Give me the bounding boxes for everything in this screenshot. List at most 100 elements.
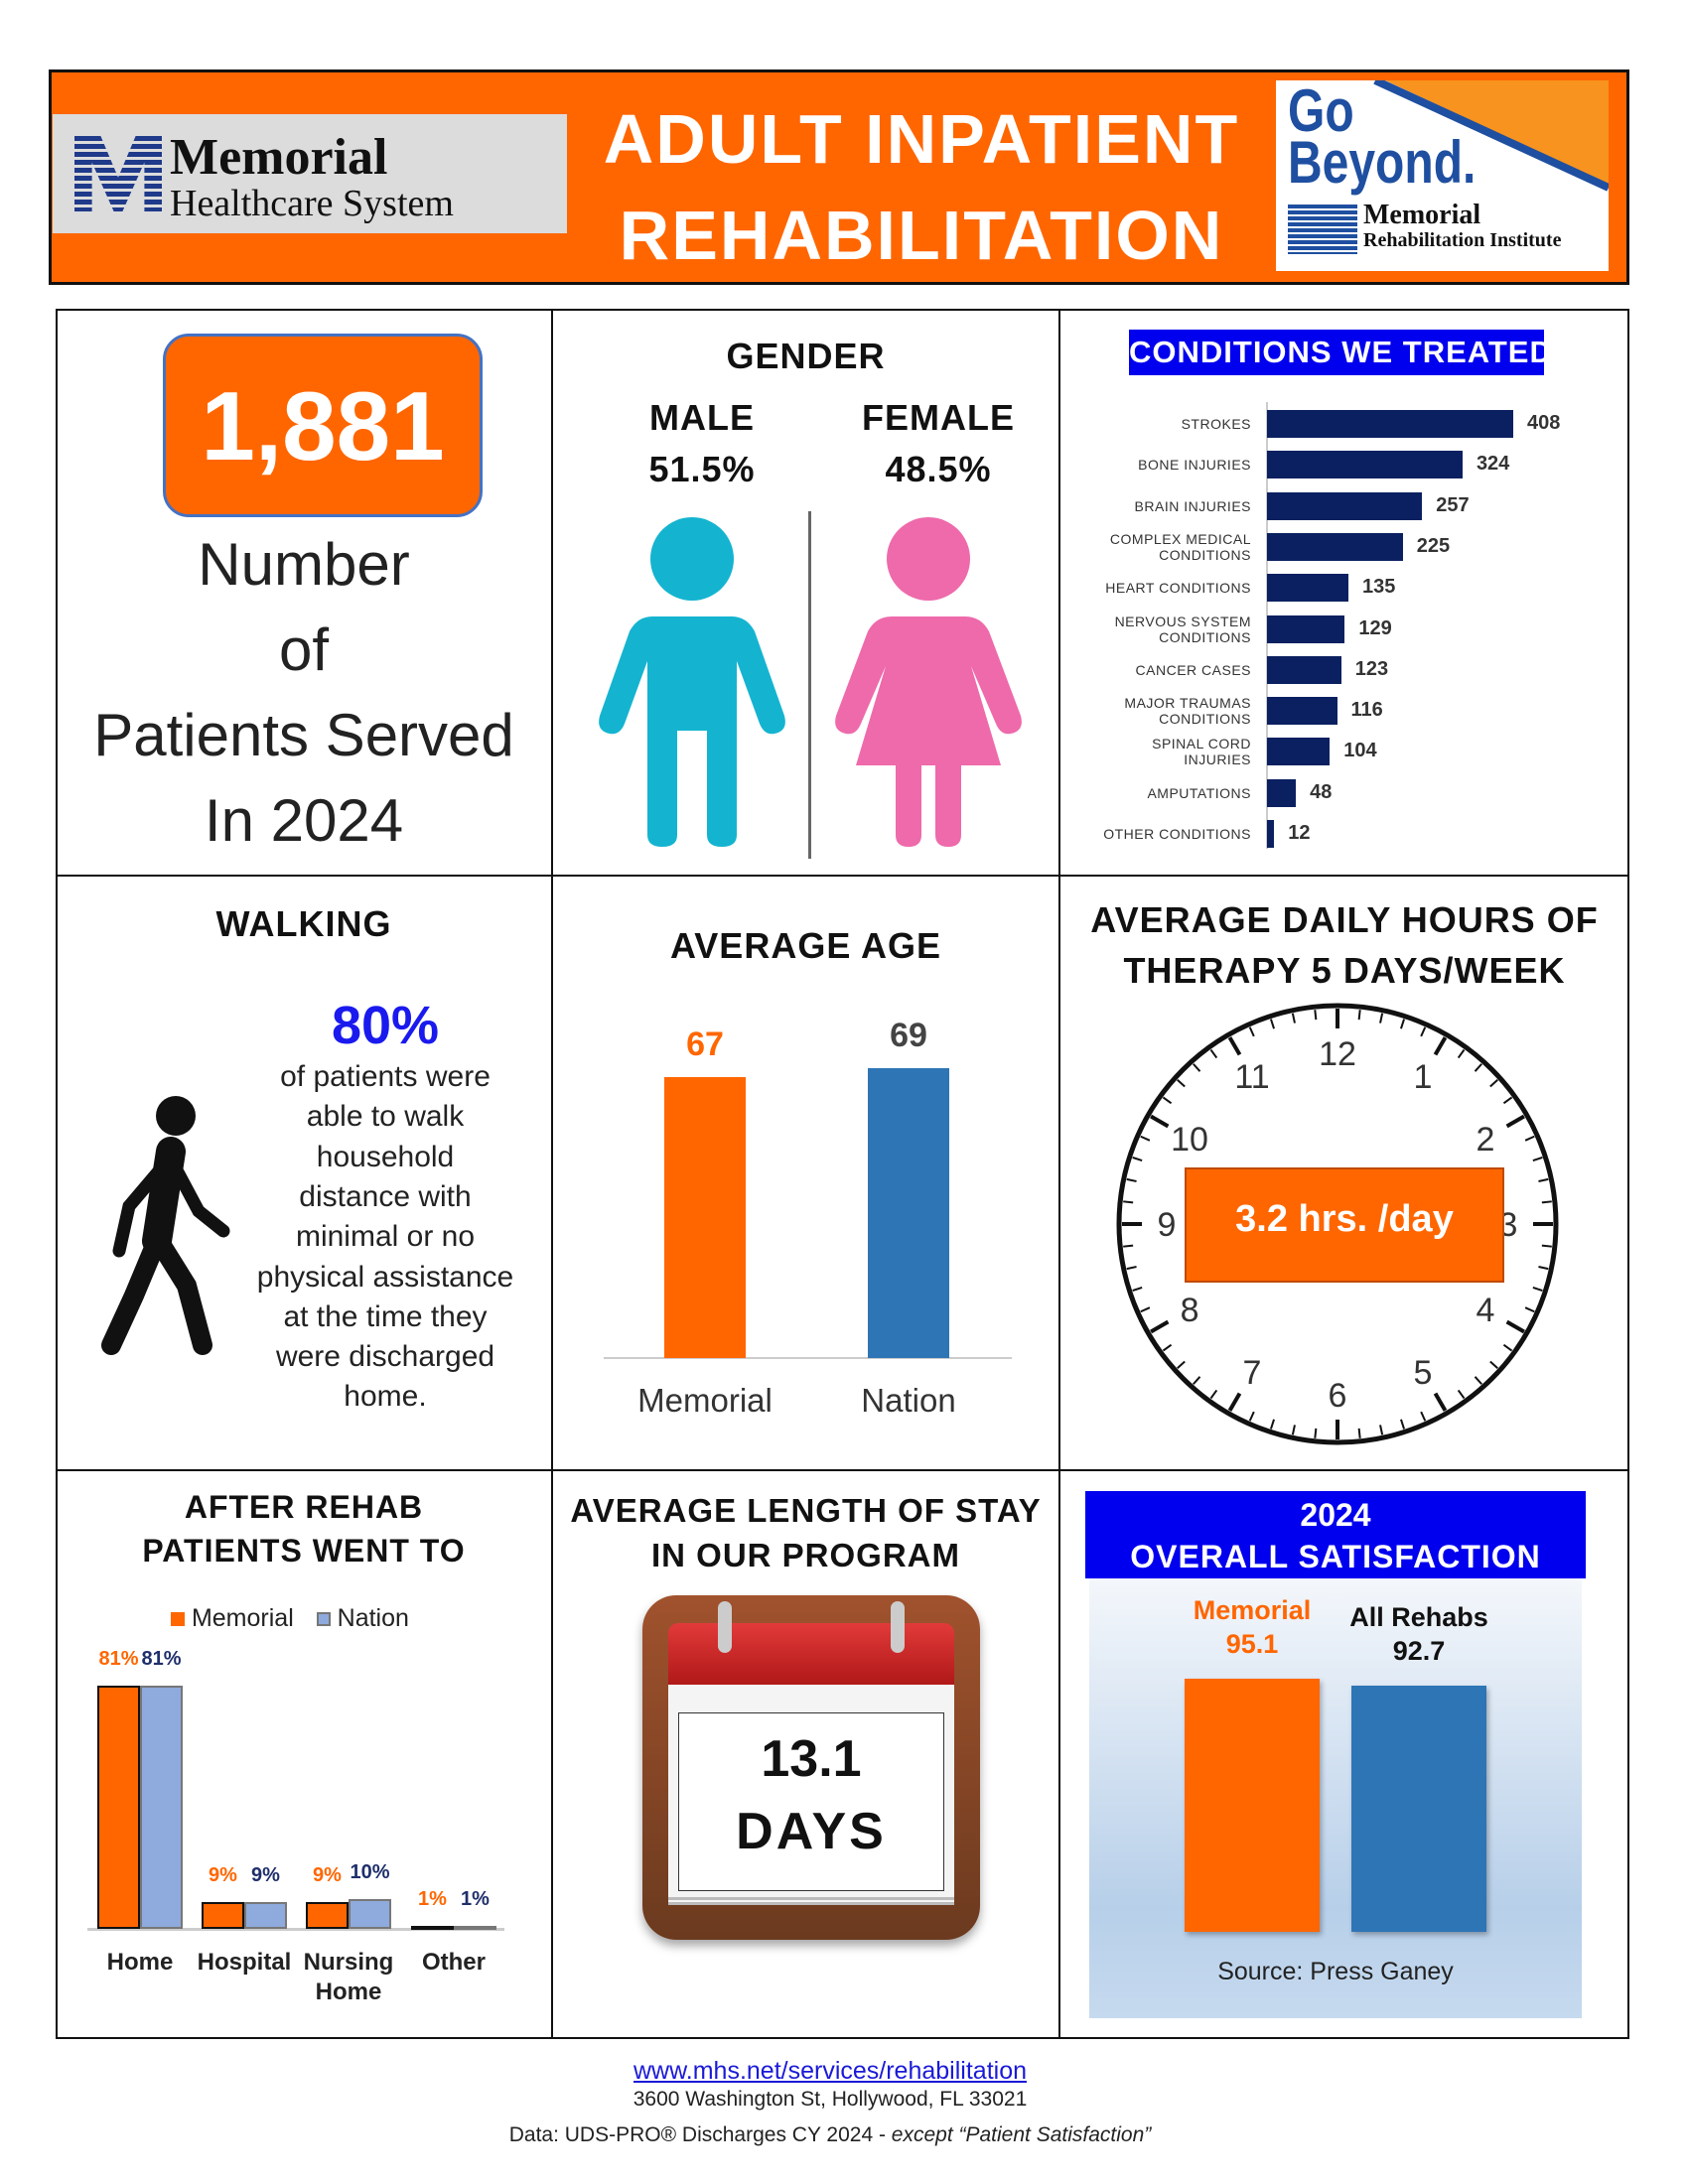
satisfaction-bar <box>1351 1685 1486 1932</box>
condition-bar <box>1267 491 1423 520</box>
clock-number: 2 <box>1476 1121 1494 1159</box>
clock-tick <box>1314 1428 1318 1438</box>
after-rehab-value: 9% <box>313 1863 342 1886</box>
condition-label: COMPLEX MEDICAL CONDITIONS <box>1109 530 1251 563</box>
calendar-ring-icon <box>891 1601 905 1653</box>
data-source: Data: UDS-PRO® Discharges CY 2024 - <box>508 2123 892 2146</box>
age-bar <box>664 1076 746 1358</box>
stay-title: AVERAGE LENGTH OF STAY <box>570 1492 1042 1529</box>
satisfaction-panel <box>1089 1578 1582 2018</box>
clock-tick <box>1126 1266 1137 1271</box>
clock-tick <box>1379 1013 1384 1024</box>
clock-tick <box>1209 1389 1218 1400</box>
calendar-header <box>668 1623 954 1685</box>
condition-value: 324 <box>1476 453 1510 476</box>
after-rehab-title: PATIENTS WENT TO <box>142 1533 466 1569</box>
clock-tick <box>1209 1048 1218 1059</box>
clock-tick <box>1227 1392 1242 1412</box>
divider <box>1058 309 1060 2039</box>
condition-label: STROKES <box>1181 416 1251 432</box>
satisfaction-value: 92.7 <box>1392 1635 1446 1666</box>
clock-tick <box>1502 1096 1513 1105</box>
clock-tick <box>1420 1411 1427 1422</box>
clock-tick <box>1193 1376 1201 1385</box>
website-link[interactable]: www.mhs.net/services/rehabilitation <box>633 2057 1027 2085</box>
walking-text-line: at the time they <box>283 1299 488 1333</box>
condition-label: MAJOR TRAUMAS CONDITIONS <box>1124 695 1251 728</box>
memorial-healthcare-logo: Memorial Healthcare System <box>53 114 567 233</box>
divider <box>551 309 553 2039</box>
clock-tick <box>1357 1428 1361 1438</box>
clock-tick <box>1433 1392 1448 1412</box>
condition-label: HEART CONDITIONS <box>1105 580 1251 597</box>
legend-swatch-nation <box>316 1612 331 1626</box>
footer-address: 3600 Washington St, Hollywood, FL 33021 <box>633 2088 1028 2111</box>
clock-number: 10 <box>1171 1121 1208 1159</box>
after-rehab-bar <box>140 1686 183 1929</box>
clock-tick <box>1162 1343 1173 1352</box>
after-rehab-bar <box>244 1901 287 1929</box>
clock-tick <box>1132 1156 1143 1161</box>
clock-tick <box>1541 1200 1552 1204</box>
satisfaction-value: 95.1 <box>1225 1629 1279 1660</box>
condition-bar <box>1267 778 1297 807</box>
walking-percent: 80% <box>331 996 440 1055</box>
clock-number: 4 <box>1476 1292 1494 1329</box>
condition-bar <box>1267 738 1331 766</box>
clock-number: 9 <box>1158 1206 1177 1244</box>
clock-tick <box>1269 1019 1275 1029</box>
clock-tick <box>1457 1048 1466 1059</box>
go-beyond-logo: Go Beyond. Memorial Rehabilitation Insti… <box>1276 80 1609 271</box>
condition-value: 135 <box>1362 576 1396 599</box>
legend-swatch-memorial <box>171 1612 185 1626</box>
walking-person-icon <box>101 1096 230 1355</box>
condition-bar <box>1267 532 1403 561</box>
condition-value: 225 <box>1416 534 1451 557</box>
conditions-chart: STROKES 408 BONE INJURIES 324 BRAIN INJURIES… <box>1059 0 1629 874</box>
clock-tick <box>1524 1135 1535 1142</box>
patients-label: of <box>278 616 330 683</box>
clock-tick <box>1162 1096 1173 1105</box>
condition-bar <box>1267 574 1349 603</box>
condition-value: 123 <box>1354 657 1389 680</box>
condition-value: 408 <box>1527 412 1561 434</box>
condition-value: 257 <box>1436 493 1470 516</box>
after-rehab-category: Home <box>106 1949 174 1976</box>
clock-tick <box>1140 1135 1151 1142</box>
clock-tick <box>1193 1063 1201 1072</box>
after-rehab-category: Hospital <box>197 1949 292 1976</box>
clock-tick <box>1291 1013 1296 1024</box>
footer-data-note: Data: UDS-PRO® Discharges CY 2024 - exce… <box>334 2123 1327 2147</box>
clock-tick <box>1357 1010 1361 1021</box>
gender-title: GENDER <box>726 336 886 376</box>
male-percent: 51.5% <box>648 449 756 489</box>
walking-text-line: household <box>316 1140 455 1173</box>
infographic-grid <box>56 309 1629 2039</box>
page-title: REHABILITATION <box>619 197 1224 274</box>
logo-text: Go <box>1288 80 1354 144</box>
calendar-inner <box>678 1712 944 1891</box>
logo-text: Beyond. <box>1288 129 1477 196</box>
clock-tick <box>1400 1019 1406 1029</box>
condition-bar <box>1267 697 1337 726</box>
divider <box>56 1469 1629 1471</box>
after-rehab-bar <box>454 1925 496 1930</box>
m-logo-icon <box>74 136 162 211</box>
female-figure-icon <box>835 517 1022 847</box>
clock-tick <box>1457 1389 1466 1400</box>
clock-tick <box>1400 1419 1406 1430</box>
footer-link-wrap: www.mhs.net/services/rehabilitation <box>433 2057 1227 2086</box>
clock-tick <box>1433 1036 1448 1056</box>
stay-value: 13.1 <box>761 1730 862 1788</box>
clock-tick <box>1532 1156 1543 1161</box>
divider <box>56 875 1629 877</box>
clock-tick <box>1150 1319 1170 1334</box>
therapy-title: AVERAGE DAILY HOURS OF <box>1090 899 1599 940</box>
age-axis <box>604 1357 1012 1359</box>
condition-label: NERVOUS SYSTEM CONDITIONS <box>1114 613 1251 645</box>
calendar-icon: 13.1 DAYS <box>642 1595 980 1940</box>
male-label: MALE <box>649 397 755 438</box>
after-rehab-value: 9% <box>209 1863 237 1886</box>
after-rehab-bar <box>306 1901 349 1929</box>
therapy-hours-value: 3.2 hrs. /day <box>1185 1167 1504 1283</box>
